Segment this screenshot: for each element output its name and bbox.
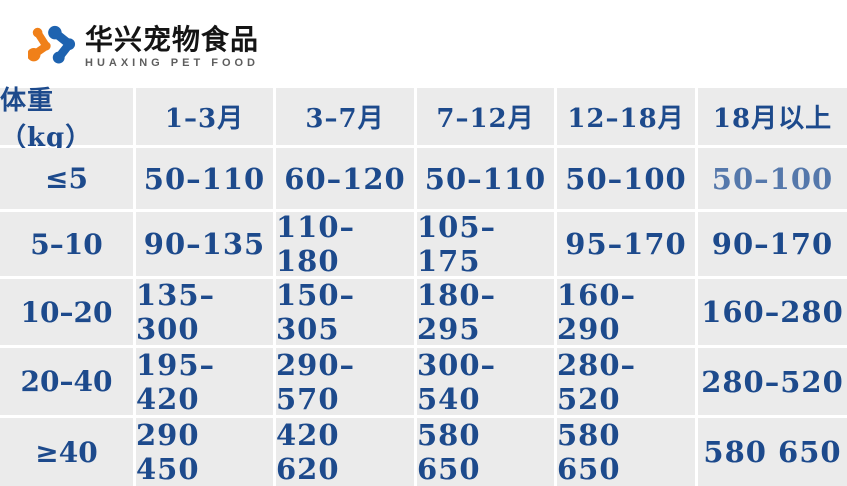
feeding-amount-cell: 135–300 (136, 278, 273, 346)
brand-text: 华兴宠物食品 HUAXING PET FOOD (85, 24, 260, 69)
brand-name-en: HUAXING PET FOOD (85, 56, 260, 69)
age-column-header: 18月以上 (698, 88, 847, 145)
feeding-amount-cell: 110–180 (276, 210, 414, 278)
age-column-header: 1–3月 (136, 88, 273, 145)
weight-range-cell: 5–10 (0, 212, 133, 276)
feeding-amount-cell: 290 450 (136, 418, 273, 486)
bone-logo-icon (27, 24, 76, 70)
feeding-amount-cell: 90–135 (136, 212, 273, 276)
feeding-amount-cell: 580 650 (698, 418, 847, 486)
brand-header: 华兴宠物食品 HUAXING PET FOOD (27, 22, 260, 72)
feeding-amount-cell: 105–175 (417, 210, 554, 278)
feeding-amount-cell: 420 620 (276, 418, 414, 486)
feeding-amount-cell: 280–520 (557, 348, 695, 416)
feeding-amount-cell: 580 650 (417, 418, 554, 486)
age-column-header: 3–7月 (276, 88, 414, 145)
feeding-amount-cell: 90–170 (698, 212, 847, 276)
feeding-amount-cell: 290–570 (276, 348, 414, 416)
weight-range-cell: 10–20 (0, 279, 133, 345)
feeding-amount-cell: 50–100 (698, 148, 847, 209)
feeding-amount-cell: 50–110 (417, 148, 554, 209)
feeding-amount-cell: 50–100 (557, 148, 695, 209)
feeding-amount-cell: 50–110 (136, 148, 273, 209)
weight-column-header: 体重（kg） (0, 86, 133, 153)
feeding-amount-cell: 95–170 (557, 212, 695, 276)
weight-range-cell: ≤5 (0, 148, 133, 209)
feeding-table: 体重（kg） 1–3月 3–7月 7–12月 12–18月 18月以上 ≤5 50–110 60… (0, 86, 847, 486)
feeding-amount-cell: 150–305 (276, 278, 414, 346)
brand-name-cn: 华兴宠物食品 (85, 24, 260, 56)
feeding-amount-cell: 300–540 (417, 348, 554, 416)
feeding-amount-cell: 160–290 (557, 278, 695, 346)
feeding-amount-cell: 580 650 (557, 418, 695, 486)
feeding-amount-cell: 160–280 (698, 279, 847, 345)
weight-range-cell: ≥40 (0, 418, 133, 486)
age-column-header: 12–18月 (557, 88, 695, 145)
feeding-amount-cell: 280–520 (698, 348, 847, 415)
feeding-amount-cell: 180–295 (417, 278, 554, 346)
feeding-amount-cell: 60–120 (276, 148, 414, 209)
weight-range-cell: 20–40 (0, 348, 133, 415)
age-column-header: 7–12月 (417, 88, 554, 145)
feeding-amount-cell: 195–420 (136, 348, 273, 416)
